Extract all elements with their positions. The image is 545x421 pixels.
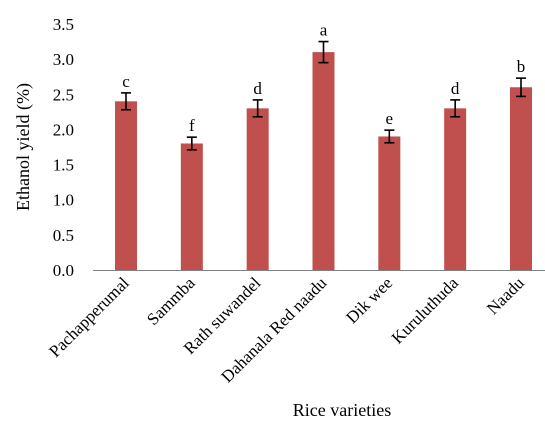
bar (444, 108, 467, 270)
error-bar (121, 92, 131, 111)
y-tick-label: 0.5 (53, 226, 74, 245)
bar (312, 52, 335, 270)
error-bar (516, 77, 526, 98)
bars-layer (115, 52, 532, 270)
y-tick-label: 1.5 (53, 156, 74, 175)
x-tick-label: Sammba (143, 273, 199, 329)
significance-letter: d (253, 79, 262, 98)
significance-letter: c (122, 72, 130, 91)
error-bars-layer (121, 40, 526, 151)
significance-letter: e (386, 109, 394, 128)
y-tick-label: 3.5 (53, 15, 74, 34)
x-tick-label: Dik wee (342, 273, 396, 327)
x-axis-title: Rice varieties (293, 400, 391, 420)
error-bar (186, 136, 197, 151)
y-tick-label: 3.0 (53, 50, 74, 69)
y-tick-label: 0.0 (53, 261, 74, 280)
error-bar (252, 99, 263, 118)
error-bar (450, 99, 461, 118)
y-tick-label: 2.5 (53, 85, 74, 104)
error-bar (318, 40, 329, 64)
significance-letter: a (320, 21, 328, 40)
y-axis-title: Ethanol yield (%) (13, 83, 34, 211)
error-bar (384, 129, 395, 144)
bar (378, 136, 401, 270)
bar (246, 108, 269, 270)
bar (115, 101, 137, 270)
significance-letters: c f d a e d b (122, 21, 525, 136)
significance-letter: f (189, 116, 195, 135)
x-tick-label: Kuruluthuda (388, 273, 463, 348)
significance-letter: d (451, 79, 460, 98)
x-tick-label: Naadu (483, 273, 528, 318)
y-axis-tick-labels: 0.0 0.5 1.0 1.5 2.0 2.5 3.0 3.5 (53, 15, 74, 280)
bar (180, 143, 203, 270)
bar (510, 87, 532, 270)
y-tick-label: 1.0 (53, 191, 74, 210)
significance-letter: b (517, 57, 526, 76)
y-tick-label: 2.0 (53, 120, 74, 139)
x-tick-label: Pachapperumal (45, 273, 133, 361)
